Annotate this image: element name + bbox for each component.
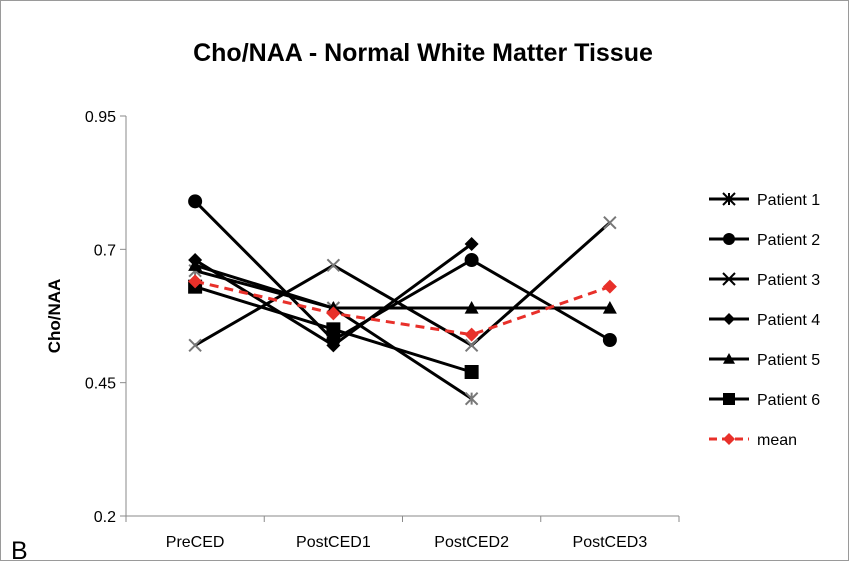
point-marker bbox=[188, 258, 203, 271]
marker-circle bbox=[602, 333, 617, 347]
y-tick-label: 0.2 bbox=[94, 509, 116, 526]
point-marker bbox=[723, 393, 735, 405]
point-marker bbox=[464, 237, 479, 251]
point-marker bbox=[464, 365, 479, 379]
marker-x bbox=[464, 338, 479, 353]
marker-x bbox=[603, 215, 617, 230]
panel-label: B bbox=[11, 537, 28, 562]
legend-label: Patient 1 bbox=[757, 192, 820, 209]
point-marker bbox=[464, 391, 479, 406]
marker-square bbox=[723, 393, 735, 405]
x-tick-label: PostCED1 bbox=[296, 534, 371, 551]
marker-diamond bbox=[326, 338, 341, 353]
legend-item: Patient 1 bbox=[709, 192, 820, 209]
y-tick-labels: 0.2 0.45 0.7 0.95 bbox=[85, 109, 116, 526]
point-marker bbox=[602, 333, 617, 347]
legend-item: Patient 5 bbox=[709, 352, 820, 369]
marker-triangle bbox=[464, 301, 479, 314]
marker-square bbox=[464, 365, 479, 379]
point-marker bbox=[464, 327, 479, 342]
marker-diamond bbox=[464, 237, 479, 251]
series-line bbox=[194, 279, 611, 337]
point-marker bbox=[723, 353, 735, 364]
marker-x bbox=[722, 272, 736, 286]
point-marker bbox=[188, 194, 203, 209]
x-tick-label: PostCED2 bbox=[434, 534, 509, 551]
point-marker bbox=[326, 322, 341, 337]
point-marker bbox=[723, 233, 735, 245]
series-line bbox=[194, 221, 611, 348]
y-tick-label: 0.7 bbox=[94, 242, 116, 259]
point-marker bbox=[326, 306, 341, 321]
point-marker bbox=[723, 313, 735, 325]
point-marker bbox=[722, 192, 736, 206]
point-marker bbox=[464, 338, 479, 353]
legend-item: Patient 3 bbox=[709, 272, 820, 289]
point-marker bbox=[723, 433, 735, 445]
point-marker bbox=[602, 301, 617, 314]
point-marker bbox=[188, 274, 203, 289]
marker-triangle bbox=[602, 301, 617, 314]
point-marker bbox=[464, 253, 479, 267]
x-tick-label: PreCED bbox=[166, 534, 225, 551]
legend-label: Patient 6 bbox=[757, 392, 820, 409]
point-marker bbox=[326, 258, 341, 273]
point-marker bbox=[326, 338, 341, 353]
point-marker bbox=[722, 272, 736, 286]
marker-asterisk bbox=[722, 192, 736, 206]
x-tick-labels: PreCED PostCED1 PostCED2 PostCED3 bbox=[166, 534, 648, 551]
series-patient-3 bbox=[188, 215, 617, 353]
marker-asterisk bbox=[464, 391, 479, 406]
series-mean bbox=[188, 274, 617, 342]
legend: Patient 1 Patient 2 Patient 3 Patient 4 Pati… bbox=[709, 192, 820, 449]
x-tick-label: PostCED3 bbox=[573, 534, 648, 551]
marker-triangle bbox=[723, 353, 735, 364]
legend-item: Patient 4 bbox=[709, 312, 820, 329]
point-marker bbox=[464, 301, 479, 314]
marker-square bbox=[326, 322, 341, 337]
marker-triangle bbox=[188, 258, 203, 271]
axes bbox=[120, 115, 680, 522]
marker-x bbox=[188, 338, 202, 353]
y-tick-label: 0.45 bbox=[85, 376, 116, 393]
marker-circle bbox=[723, 233, 735, 245]
y-axis-label: Cho/NAA bbox=[45, 279, 64, 354]
marker-x bbox=[326, 258, 341, 273]
point-marker bbox=[603, 215, 617, 230]
legend-item: Patient 2 bbox=[709, 232, 820, 249]
marker-diamond bbox=[326, 306, 341, 321]
legend-item: mean bbox=[709, 432, 797, 449]
legend-label: Patient 5 bbox=[757, 352, 820, 369]
marker-diamond bbox=[602, 279, 617, 294]
legend-item: Patient 6 bbox=[709, 392, 820, 409]
marker-circle bbox=[188, 194, 203, 209]
chart-title: Cho/NAA - Normal White Matter Tissue bbox=[193, 39, 653, 67]
series-line bbox=[194, 200, 611, 342]
marker-circle bbox=[464, 253, 479, 267]
point-marker bbox=[602, 279, 617, 294]
series-group bbox=[188, 194, 617, 406]
legend-label: Patient 3 bbox=[757, 272, 820, 289]
legend-label: Patient 2 bbox=[757, 232, 820, 249]
legend-label: mean bbox=[757, 432, 797, 449]
marker-diamond bbox=[464, 327, 479, 342]
marker-diamond bbox=[188, 274, 203, 289]
marker-diamond bbox=[723, 313, 735, 325]
legend-label: Patient 4 bbox=[757, 312, 820, 329]
marker-diamond bbox=[723, 433, 735, 445]
y-tick-label: 0.95 bbox=[85, 109, 116, 126]
series-line bbox=[194, 263, 610, 310]
point-marker bbox=[188, 338, 202, 353]
